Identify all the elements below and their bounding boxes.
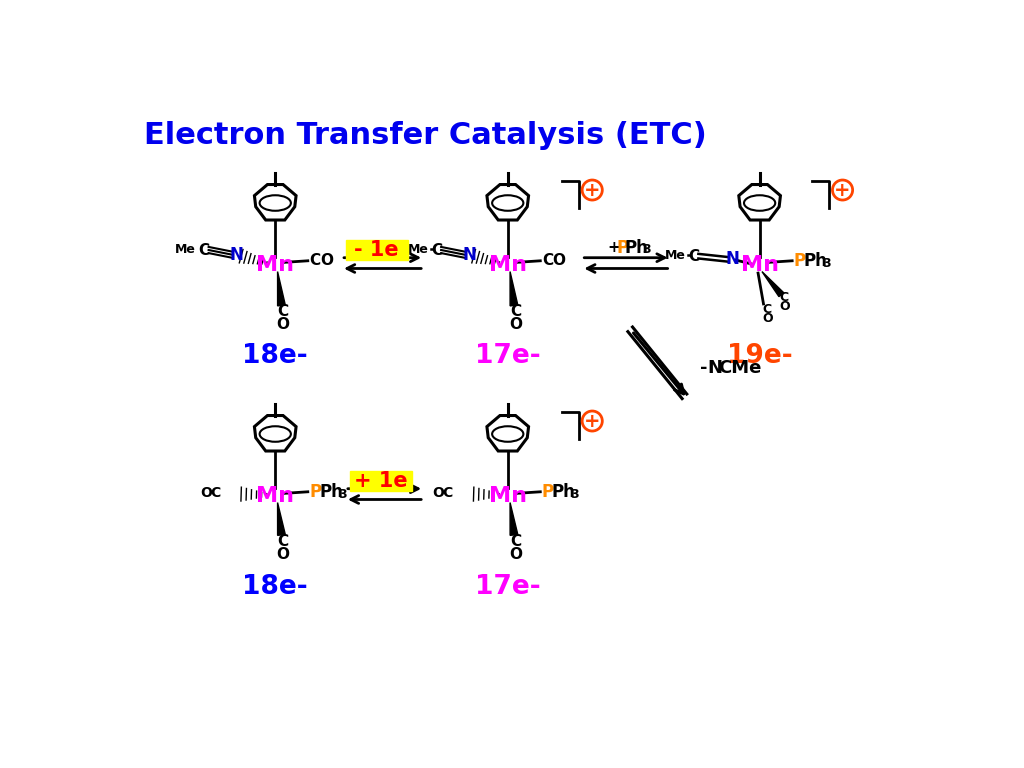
Text: 18e-: 18e- (243, 574, 308, 601)
Text: Mn: Mn (256, 256, 294, 276)
Text: Electron Transfer Catalysis (ETC): Electron Transfer Catalysis (ETC) (143, 121, 707, 151)
Text: P: P (616, 239, 629, 257)
Text: Ph: Ph (319, 483, 343, 501)
Text: O: O (432, 486, 444, 500)
Text: N: N (708, 359, 723, 377)
Text: C: C (199, 243, 210, 257)
Text: 18e-: 18e- (243, 343, 308, 369)
Polygon shape (762, 272, 783, 296)
Polygon shape (254, 415, 296, 451)
Text: P: P (309, 483, 322, 501)
Text: Mn: Mn (488, 256, 526, 276)
Text: C: C (442, 486, 453, 500)
Text: N: N (462, 246, 476, 263)
Text: C: C (510, 304, 521, 319)
Text: C: C (431, 243, 442, 257)
Text: +: + (584, 412, 600, 431)
Text: 17e-: 17e- (475, 574, 541, 601)
Text: P: P (542, 483, 554, 501)
Text: Mn: Mn (488, 486, 526, 506)
Text: 19e-: 19e- (727, 343, 793, 369)
Text: O: O (509, 547, 522, 561)
Text: C: C (688, 249, 699, 263)
Text: N: N (229, 246, 244, 263)
Text: Me: Me (175, 243, 197, 256)
Text: O: O (276, 317, 290, 333)
Text: C: C (780, 291, 788, 304)
Polygon shape (487, 415, 528, 451)
Polygon shape (738, 184, 780, 220)
Polygon shape (278, 502, 286, 535)
Text: Ph: Ph (625, 239, 648, 257)
Text: C: C (762, 303, 771, 316)
Text: N: N (726, 250, 739, 268)
Text: O: O (200, 486, 212, 500)
Text: +: + (584, 180, 600, 200)
Text: - 1e: - 1e (354, 240, 399, 260)
Text: Me: Me (408, 243, 429, 256)
Text: O: O (779, 300, 790, 313)
Text: +: + (835, 180, 851, 200)
FancyBboxPatch shape (346, 240, 408, 260)
Text: Mn: Mn (256, 486, 294, 506)
FancyBboxPatch shape (349, 471, 412, 491)
Text: + 1e: + 1e (354, 471, 408, 491)
Polygon shape (487, 184, 528, 220)
Polygon shape (254, 184, 296, 220)
Text: 17e-: 17e- (475, 343, 541, 369)
Text: O: O (762, 312, 772, 325)
Text: C: C (210, 486, 220, 500)
Text: O: O (321, 253, 333, 268)
Text: C: C (278, 534, 289, 548)
Text: C: C (542, 253, 553, 268)
Polygon shape (510, 502, 518, 535)
Text: O: O (509, 317, 522, 333)
Text: +: + (608, 240, 627, 255)
Text: -: - (700, 359, 714, 377)
Text: Ph: Ph (804, 252, 827, 270)
Text: O: O (553, 253, 565, 268)
Text: O: O (276, 547, 290, 561)
Text: Me: Me (666, 249, 686, 262)
Text: 3: 3 (822, 257, 831, 270)
Text: Ph: Ph (552, 483, 575, 501)
Text: P: P (794, 252, 806, 270)
Text: 3: 3 (338, 488, 347, 501)
Text: C: C (309, 253, 321, 268)
Polygon shape (278, 272, 286, 306)
Text: 3: 3 (570, 488, 580, 501)
Text: C: C (278, 304, 289, 319)
Polygon shape (510, 272, 518, 306)
Text: Mn: Mn (740, 256, 778, 276)
Text: C: C (510, 534, 521, 548)
Text: CMe: CMe (719, 359, 762, 377)
Text: 3: 3 (642, 243, 650, 256)
